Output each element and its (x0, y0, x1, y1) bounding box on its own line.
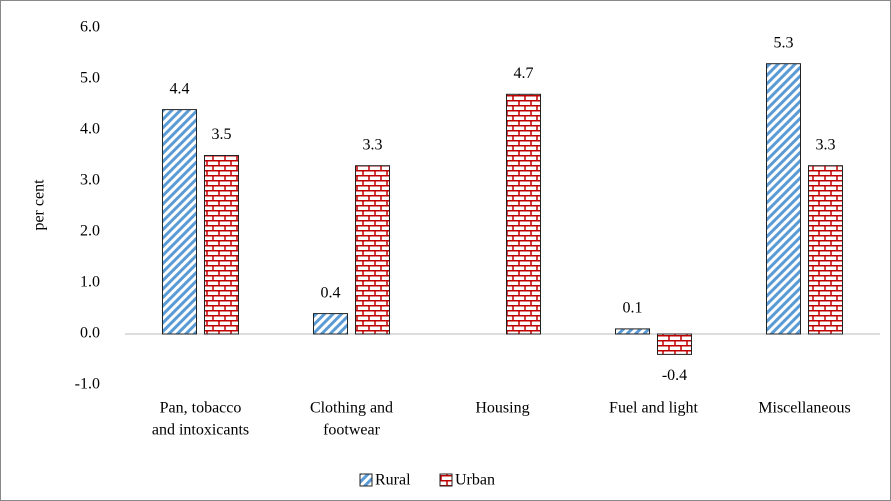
bar (506, 93, 541, 335)
y-axis-label: per cent (31, 179, 48, 231)
legend-swatch (359, 473, 373, 487)
x-tick-label: Housing (475, 400, 529, 417)
data-label: 4.7 (514, 65, 534, 82)
bar (615, 328, 650, 335)
x-tick-label: footwear (323, 422, 381, 439)
bar (808, 165, 843, 335)
x-tick-label: Miscellaneous (758, 400, 850, 417)
data-label: 3.3 (363, 136, 383, 153)
bar (313, 313, 348, 335)
legend-label: Rural (375, 472, 411, 489)
y-tick-label: 0.0 (80, 325, 100, 342)
data-label: 0.4 (321, 284, 341, 301)
legend-swatch (439, 473, 453, 487)
data-label: -0.4 (662, 367, 687, 384)
data-label: 5.3 (774, 34, 794, 51)
x-tick-label: and intoxicants (152, 422, 249, 439)
x-tick-label: Pan, tobacco (160, 400, 242, 417)
x-tick-label: Clothing and (310, 400, 393, 417)
data-label: 3.5 (212, 126, 232, 143)
bar (162, 109, 197, 335)
bar (204, 155, 239, 335)
legend-label: Urban (455, 472, 495, 489)
bar (766, 63, 801, 335)
data-label: 0.1 (623, 300, 643, 317)
bar (355, 165, 390, 335)
x-tick-label: Fuel and light (609, 400, 698, 417)
data-label: 4.4 (170, 80, 190, 97)
y-tick-label: 2.0 (80, 223, 100, 240)
y-tick-label: 6.0 (80, 19, 100, 36)
bar (657, 333, 692, 355)
data-label: 3.3 (816, 136, 836, 153)
y-tick-label: 4.0 (80, 121, 100, 138)
y-tick-label: 1.0 (80, 274, 100, 291)
y-tick-label: 3.0 (80, 172, 100, 189)
y-tick-label: -1.0 (75, 376, 100, 393)
y-tick-label: 5.0 (80, 70, 100, 87)
